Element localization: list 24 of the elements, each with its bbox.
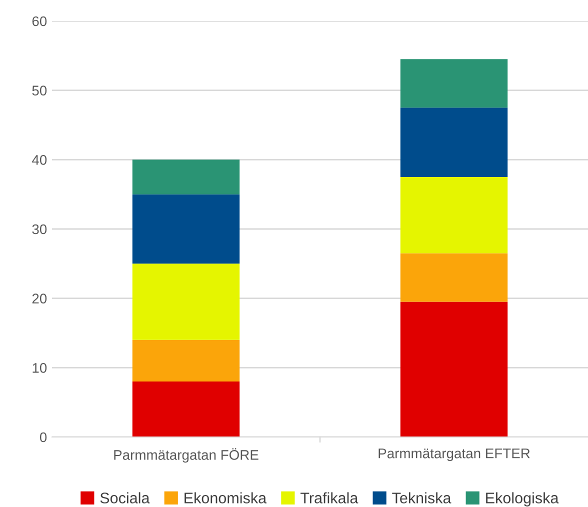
- legend-label: Tekniska: [392, 492, 452, 504]
- bar: [400, 253, 508, 302]
- legend-label: Ekologiska: [486, 492, 559, 506]
- y-tick-label: 40: [32, 155, 47, 165]
- legend-label: Trafikala: [300, 492, 358, 504]
- bar: [132, 264, 240, 340]
- bar: [400, 108, 508, 177]
- bar: [132, 160, 240, 194]
- x-tick-label: Parmmätargatan EFTER: [378, 448, 530, 462]
- y-tick-label: 10: [32, 363, 47, 373]
- bar: [132, 194, 240, 264]
- y-tick-label: 30: [32, 224, 47, 234]
- bar: [132, 382, 240, 437]
- bar: [400, 59, 508, 108]
- y-tick-label: 50: [32, 86, 47, 96]
- bar: [400, 302, 508, 437]
- y-tick-label: 60: [32, 16, 47, 26]
- y-tick-label: 20: [32, 294, 47, 304]
- bar: [400, 177, 508, 254]
- bar: [132, 340, 240, 382]
- legend-label: Sociala: [100, 492, 150, 504]
- y-tick-label: 0: [40, 432, 47, 442]
- x-tick-label: Parmmätargatan FÖRE: [114, 448, 258, 463]
- legend-label: Ekonomiska: [184, 492, 267, 504]
